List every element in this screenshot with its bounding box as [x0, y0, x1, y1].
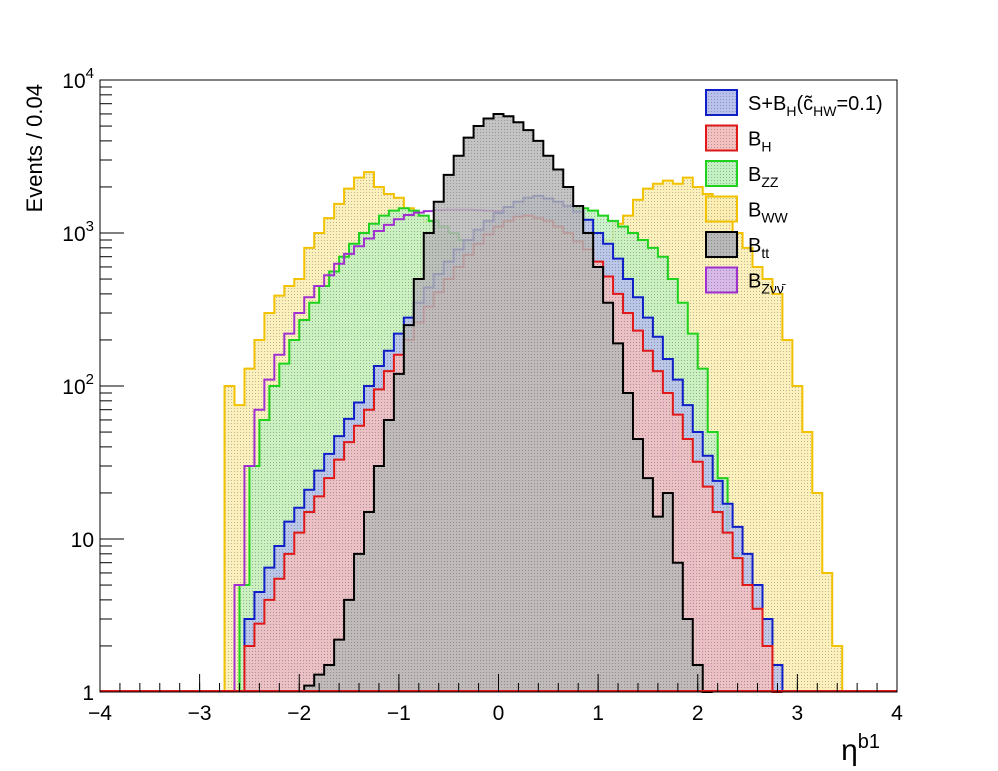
- x-tick-label: −2: [287, 702, 311, 725]
- legend-label: Btt: [748, 235, 769, 261]
- svg-text:ηb1: ηb1: [841, 731, 880, 767]
- x-tick-label: −1: [387, 702, 411, 725]
- x-axis-symbol: η: [841, 734, 858, 767]
- legend-swatch-hatch: [706, 267, 737, 293]
- legend-entry-zz: BZZ: [705, 160, 779, 190]
- legend-label: BZZ: [748, 164, 779, 190]
- y-tick-label: 103: [62, 218, 94, 246]
- histogram-series: [100, 112, 897, 693]
- legend: S+BH(c̃HW=0.1) BH BZZ BWW Btt BZνν̄: [705, 89, 883, 297]
- x-axis-label: ηb1: [841, 731, 880, 767]
- legend-label: BZνν̄: [748, 271, 786, 297]
- legend-swatch-hatch: [706, 196, 737, 222]
- legend-label: BH: [748, 129, 771, 155]
- y-axis-label: Events / 0.04: [22, 84, 47, 212]
- axes: −4 −3 −2 −1 0 1 2 3 4 1 10 102 103 104: [62, 65, 903, 725]
- legend-entry-sig: S+BH(c̃HW=0.1): [705, 89, 883, 119]
- series-tt-outline: [303, 112, 713, 693]
- y-tick-label: 1: [82, 682, 94, 705]
- x-tick-label: 1: [592, 702, 604, 725]
- legend-entry-tt: Btt: [705, 231, 769, 261]
- y-tick-label: 102: [62, 371, 94, 399]
- y-tick-label: 10: [71, 529, 94, 552]
- x-tick-label: −3: [188, 702, 212, 725]
- x-axis-superscript: b1: [858, 731, 880, 753]
- legend-entry-znn: BZνν̄: [705, 266, 786, 297]
- legend-entry-wwb: BWW: [705, 195, 789, 226]
- x-tick-label: 4: [891, 702, 903, 725]
- legend-swatch-hatch: [706, 232, 737, 257]
- x-tick-label: 2: [692, 702, 704, 725]
- legend-swatch-hatch: [706, 161, 737, 186]
- series-tt: [303, 112, 713, 693]
- legend-swatch-hatch: [706, 125, 737, 151]
- x-tick-label: 3: [792, 702, 804, 725]
- legend-label: BWW: [748, 200, 789, 226]
- x-tick-label: −4: [88, 702, 112, 725]
- legend-entry-bh: BH: [705, 124, 771, 155]
- y-tick-label: 104: [62, 65, 94, 93]
- legend-swatch-hatch: [706, 90, 737, 115]
- x-tick-label: 0: [493, 702, 505, 725]
- series-tt-hatch: [304, 113, 713, 692]
- legend-label: S+BH(c̃HW=0.1): [748, 93, 883, 119]
